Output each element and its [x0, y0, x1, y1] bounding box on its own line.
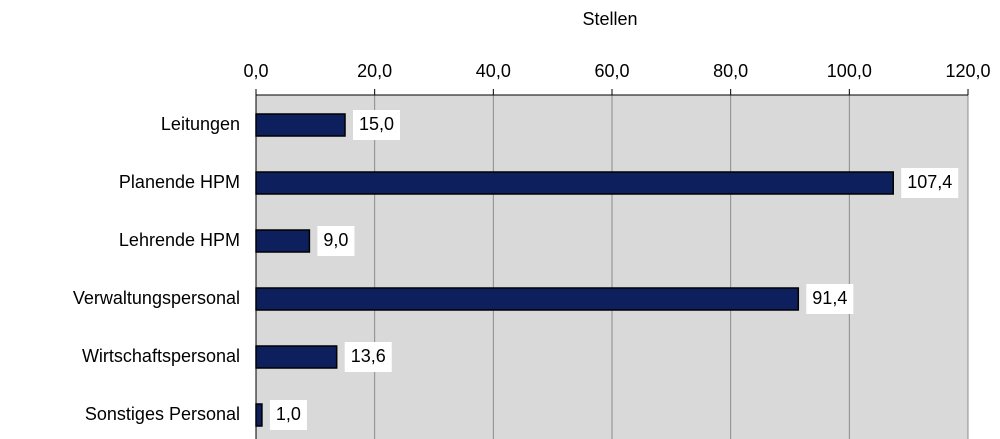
x-tick-label: 100,0 — [827, 61, 872, 81]
value-label-box — [344, 342, 392, 372]
value-label-box — [269, 400, 307, 430]
y-tick-label: Sonstiges Personal — [85, 404, 240, 424]
value-label: 15,0 — [359, 114, 394, 134]
value-label: 91,4 — [812, 288, 847, 308]
bar — [255, 403, 263, 427]
x-tick-label: 60,0 — [594, 61, 629, 81]
x-tick-label: 80,0 — [713, 61, 748, 81]
y-tick-label: Verwaltungspersonal — [73, 288, 240, 308]
value-label: 9,0 — [323, 230, 348, 250]
y-tick-label: Planende HPM — [119, 172, 240, 192]
x-tick-label: 120,0 — [945, 61, 990, 81]
x-tick-label: 40,0 — [476, 61, 511, 81]
value-label: 1,0 — [276, 404, 301, 424]
y-tick-label: Lehrende HPM — [119, 230, 240, 250]
x-tick-label: 20,0 — [357, 61, 392, 81]
value-label-box — [317, 226, 355, 256]
x-tick-label: 0,0 — [243, 61, 268, 81]
y-tick-label: Leitungen — [161, 114, 240, 134]
bar — [255, 171, 894, 195]
value-label: 107,4 — [907, 172, 952, 192]
bar — [255, 113, 346, 137]
bar — [255, 287, 800, 311]
bar — [255, 229, 311, 253]
value-label: 13,6 — [351, 346, 386, 366]
value-label-box — [806, 284, 854, 314]
value-label-box — [353, 110, 401, 140]
x-axis-label: Stellen — [582, 9, 637, 29]
y-tick-label: Wirtschaftspersonal — [82, 346, 240, 366]
bar — [255, 345, 338, 369]
value-label-box — [901, 168, 959, 198]
